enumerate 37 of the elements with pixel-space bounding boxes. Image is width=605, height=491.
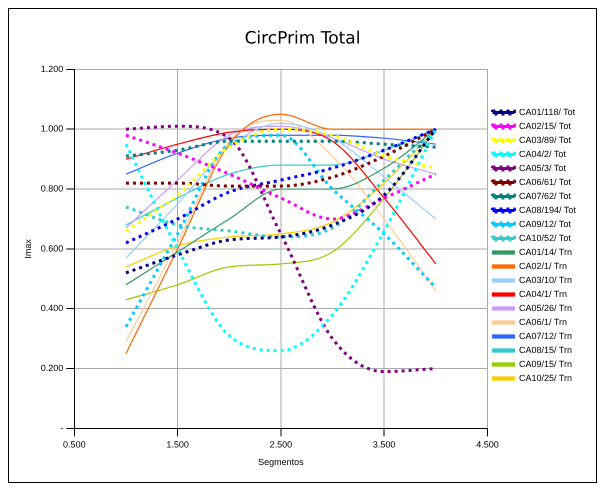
legend-label: CA07/12/ Trn [518, 330, 572, 341]
y-axis-title: Imax [22, 238, 33, 259]
legend-label: CA01/14/ Trn [518, 246, 572, 257]
legend-label: CA04/2/ Tot [518, 148, 566, 159]
legend-label: CA08/194/ Tot [518, 204, 576, 215]
y-tick-label: 0.200 [40, 363, 64, 374]
legend-label: CA07/62/ Tot [518, 190, 572, 201]
legend-label: CA09/12/ Tot [518, 218, 572, 229]
x-tick-label: 2.500 [270, 439, 292, 450]
y-tick-label: 0.600 [40, 243, 64, 254]
legend-label: CA02/15/ Tot [518, 120, 572, 131]
legend-label: CA06/61/ Tot [518, 176, 572, 187]
legend-label: CA06/1/ Trn [518, 316, 567, 327]
x-axis-title: Segmentos [258, 457, 304, 468]
legend-label: CA09/15/ Trn [518, 358, 572, 369]
chart-title: CircPrim Total [244, 28, 360, 49]
line-series [125, 134, 436, 175]
legend-label: CA10/52/ Tot [518, 232, 572, 243]
legend-label: CA03/10/ Trn [518, 274, 572, 285]
x-tick-label: 4.500 [476, 439, 499, 450]
legend-label: CA05/3/ Tot [518, 162, 566, 173]
y-tick-label: 0.400 [40, 303, 64, 314]
x-tick-label: 3.500 [372, 439, 396, 450]
legend-label: CA03/89/ Tot [518, 134, 572, 145]
legend-label: CA08/15/ Trn [518, 344, 572, 355]
legend-label: CA10/25/ Trn [518, 372, 572, 383]
legend-label: CA04/1/ Trn [518, 288, 567, 299]
line-series [124, 140, 438, 158]
x-tick-label: 0.500 [63, 439, 86, 450]
legend-label: CA02/1/ Trn [518, 260, 567, 271]
y-tick-label: - [60, 422, 64, 433]
y-tick-label: 0.800 [40, 184, 64, 194]
y-tick-label: 1.200 [40, 64, 64, 74]
y-tick-label: 1.000 [40, 124, 64, 134]
x-tick-label: 1.500 [166, 439, 189, 450]
legend-label: CA05/26/ Trn [518, 302, 572, 313]
legend-label: CA01/118/ Tot [518, 106, 576, 117]
